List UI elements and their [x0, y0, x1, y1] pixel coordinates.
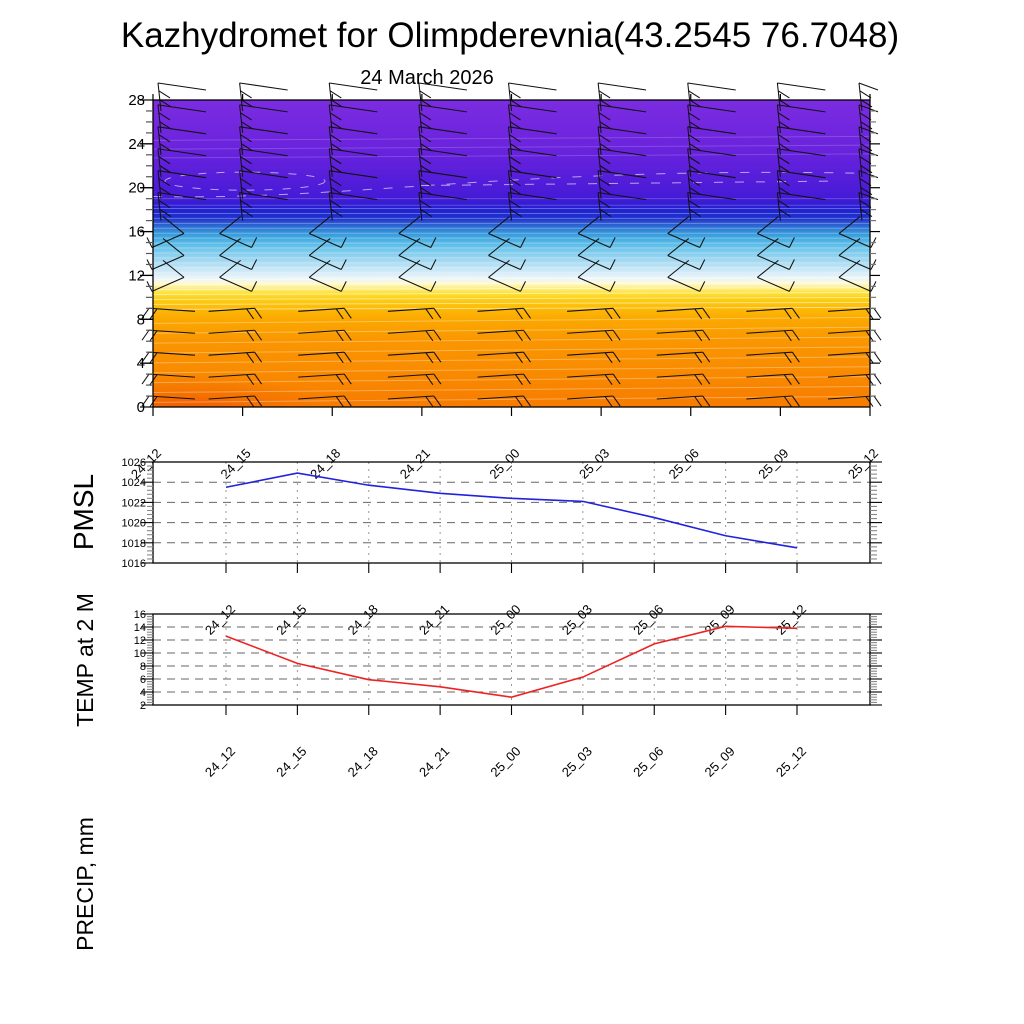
tick-label: 1016 — [122, 558, 146, 570]
tick-label: 12 — [134, 635, 146, 647]
tick-label: 8 — [140, 661, 146, 673]
time-tick-label: 24_15 — [273, 744, 309, 780]
tick-label: 12 — [128, 267, 145, 284]
time-tick-label: 25_00 — [487, 602, 523, 638]
tick-label: 8 — [137, 311, 145, 328]
time-tick-label: 25_09 — [755, 446, 791, 482]
precip-axis-label: PRECIP, mm — [72, 817, 98, 951]
tick-label: 0 — [137, 399, 145, 416]
time-tick-label: 25_12 — [773, 602, 809, 638]
tick-label: 1026 — [122, 457, 146, 469]
time-tick-label: 24_12 — [202, 744, 238, 780]
time-tick-label: 24_18 — [345, 744, 381, 780]
time-tick-label: 24_15 — [218, 446, 254, 482]
tick-label: 1020 — [122, 518, 146, 530]
time-tick-label: 24_18 — [345, 602, 381, 638]
time-tick-label: 25_09 — [702, 744, 738, 780]
time-tick-label: 25_09 — [702, 602, 738, 638]
time-tick-label: 25_12 — [773, 744, 809, 780]
time-tick-label: 25_06 — [666, 446, 702, 482]
tick-label: 1018 — [122, 538, 146, 550]
tick-label: 20 — [128, 180, 145, 197]
tick-label: 2 — [140, 700, 146, 712]
time-tick-label: 25_03 — [559, 744, 595, 780]
time-tick-label: 24_12 — [202, 602, 238, 638]
time-tick-label: 25_03 — [559, 602, 595, 638]
time-tick-label: 25_00 — [487, 744, 523, 780]
tick-label: 10 — [134, 648, 146, 660]
tick-label: 24 — [128, 136, 145, 153]
date-subtitle: 24 March 2026 — [360, 67, 493, 89]
time-tick-label: 25_03 — [576, 446, 612, 482]
page-title: Kazhydromet for Olimpderevnia(43.2545 76… — [121, 16, 899, 55]
time-tick-label: 25_00 — [486, 446, 522, 482]
tick-label: 28 — [128, 92, 145, 109]
pmsl-axis-label: PMSL — [68, 474, 99, 550]
pmsl-panel: 1026 1024 1022 1020 1018 1016 24_12 24_15 24_18 2… — [122, 457, 882, 638]
time-tick-label: 24_21 — [397, 446, 433, 482]
time-tick-label: 25_06 — [630, 602, 666, 638]
temp-line — [225, 625, 798, 699]
temp-axis-label: TEMP at 2 M — [72, 593, 98, 727]
time-tick-label: 24_21 — [416, 602, 452, 638]
tick-label: 4 — [140, 687, 146, 699]
tick-label: 16 — [128, 224, 145, 241]
tick-label: 16 — [134, 609, 146, 621]
time-tick-label: 24_15 — [273, 602, 309, 638]
tick-label: 1022 — [122, 497, 146, 509]
tick-label: 1024 — [122, 477, 146, 489]
wind-barbs — [141, 82, 882, 407]
time-tick-label: 24_21 — [416, 744, 452, 780]
tick-label: 4 — [137, 355, 145, 372]
pmsl-line — [225, 472, 798, 549]
tick-label: 6 — [140, 674, 146, 686]
tick-label: 14 — [134, 622, 146, 634]
time-tick-label: 25_06 — [630, 744, 666, 780]
time-tick-label: 25_12 — [845, 446, 881, 482]
